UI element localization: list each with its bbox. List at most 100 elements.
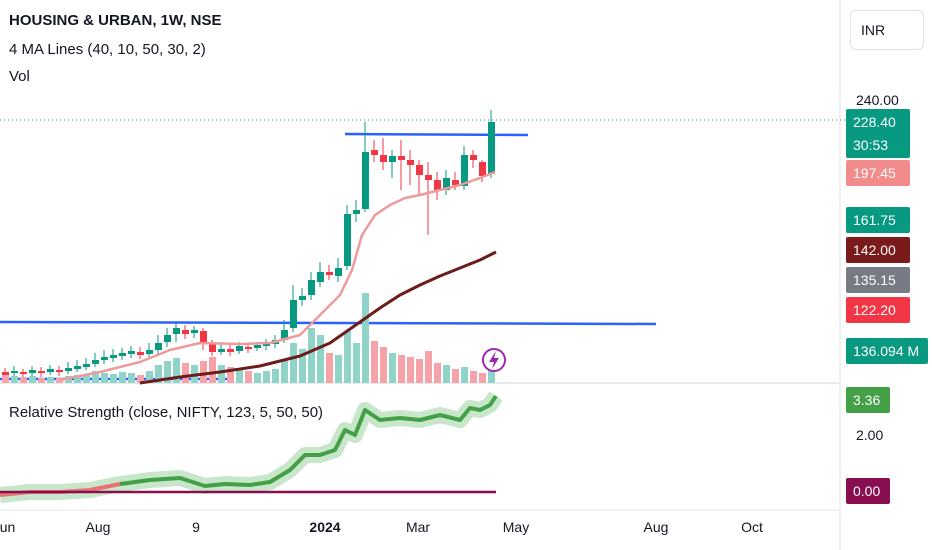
volume-bar — [470, 371, 477, 383]
volume-bar — [308, 328, 315, 383]
volume-bar — [245, 371, 252, 383]
volume-bar — [173, 358, 180, 383]
level-b-tag: 135.15 — [846, 267, 910, 293]
volume-bar — [263, 371, 270, 383]
volume-bar — [110, 374, 117, 383]
candle-body — [434, 180, 441, 190]
candle-body — [173, 328, 180, 334]
volume-legend[interactable]: Vol — [9, 68, 30, 85]
candle-body — [416, 165, 423, 175]
time-label-jun: Jun — [0, 519, 16, 535]
candle-body — [119, 353, 126, 356]
candle-body — [344, 214, 351, 266]
candle-body — [155, 343, 162, 350]
volume-bar — [254, 373, 261, 383]
volume-bar — [182, 363, 189, 383]
candle-body — [317, 272, 324, 282]
volume-bar — [407, 357, 414, 383]
candle-body — [380, 155, 387, 162]
symbol-title[interactable]: HOUSING & URBAN, 1W, NSE — [9, 12, 222, 29]
candle-body — [290, 300, 297, 328]
rs-indicator-legend[interactable]: Relative Strength (close, NIFTY, 123, 5,… — [9, 404, 324, 421]
candle-body — [452, 180, 459, 185]
candle-body — [200, 331, 207, 343]
candle-body — [461, 155, 468, 186]
candle-body — [92, 360, 99, 364]
candle-body — [218, 349, 225, 352]
time-label-aug: Aug — [85, 519, 111, 535]
candle-body — [335, 268, 342, 276]
volume-bar — [461, 367, 468, 383]
candle-body — [83, 364, 90, 367]
volume-bar — [83, 374, 90, 383]
lightning-icon — [489, 351, 499, 369]
candle-body — [56, 370, 63, 372]
volume-bar — [443, 365, 450, 383]
volume-value-tag: 136.094 M — [846, 338, 928, 364]
candle-body — [425, 175, 432, 180]
volume-bar — [281, 359, 288, 383]
time-label-oct: Oct — [741, 519, 763, 535]
volume-bar — [362, 293, 369, 383]
candle-body — [47, 369, 54, 372]
candle-body — [191, 330, 198, 333]
volume-bar — [101, 373, 108, 383]
volume-bar — [56, 378, 63, 383]
ma-indicator-legend[interactable]: 4 MA Lines (40, 10, 50, 30, 2) — [9, 41, 206, 58]
volume-bar — [389, 353, 396, 383]
currency-button[interactable]: INR — [850, 10, 924, 50]
volume-bar — [209, 357, 216, 383]
candle-body — [281, 330, 288, 340]
candle-body — [470, 155, 477, 160]
candle-body — [236, 346, 243, 351]
volume-bar — [92, 371, 99, 383]
volume-bar — [29, 376, 36, 383]
candle-body — [407, 160, 414, 165]
candle-body — [479, 162, 486, 176]
time-label-may: May — [502, 519, 530, 535]
candle-body — [254, 345, 261, 348]
candle-body — [110, 355, 117, 358]
volume-bar — [119, 372, 126, 383]
ma-fast-line — [59, 170, 496, 382]
ma-slow-tag: 142.00 — [846, 237, 910, 263]
candle-body — [146, 350, 153, 354]
candle-body — [137, 352, 144, 355]
volume-bar — [74, 375, 81, 383]
candle-body — [398, 156, 405, 160]
volume-bar — [335, 355, 342, 383]
rs-value-tag: 3.36 — [846, 387, 890, 413]
ma-fast-tag: 197.45 — [846, 160, 910, 186]
candle-body — [389, 156, 396, 162]
volume-bar — [272, 369, 279, 383]
rs-zero-tag: 0.00 — [846, 478, 890, 504]
candle-body — [227, 349, 234, 352]
ma-slow-line — [139, 250, 497, 385]
volume-bar — [20, 377, 27, 383]
volume-bar — [380, 347, 387, 383]
price-axis-label-top: 240.00 — [856, 92, 899, 108]
time-label-aug-2: Aug — [643, 519, 669, 535]
level-c-tag: 122.20 — [846, 297, 910, 323]
candle-body — [74, 366, 81, 369]
candle-body — [245, 347, 252, 349]
candle-body — [2, 372, 9, 375]
candle-body — [164, 335, 171, 342]
candle-body — [65, 368, 72, 371]
candle-body — [182, 330, 189, 334]
volume-bar — [128, 373, 135, 383]
candle-body — [443, 178, 450, 190]
volume-bar — [11, 376, 18, 383]
volume-bar — [398, 355, 405, 383]
volume-bar — [479, 373, 486, 383]
volume-bar — [290, 343, 297, 383]
volume-bar — [416, 359, 423, 383]
candle-body — [488, 122, 495, 174]
support-trendline — [0, 320, 657, 326]
volume-bar — [326, 353, 333, 383]
candle-body — [263, 343, 270, 346]
candle-body — [371, 150, 378, 155]
volume-bar — [47, 377, 54, 383]
candle-body — [29, 370, 36, 373]
